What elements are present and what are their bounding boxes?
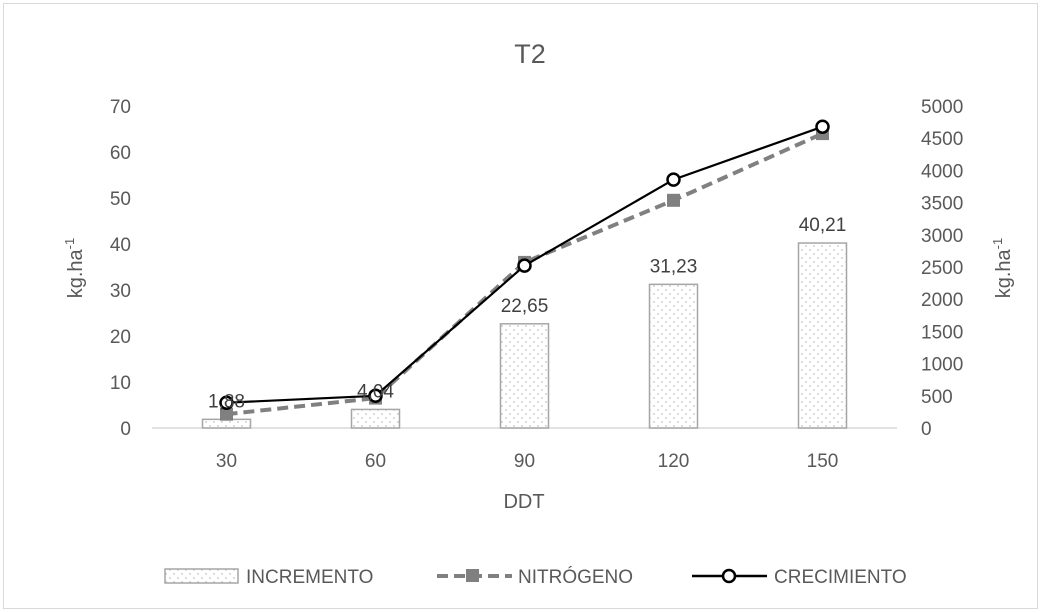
left-tick-label: 40: [110, 235, 131, 256]
legend-circle-marker: [721, 568, 737, 584]
bar-data-label: 22,65: [501, 296, 549, 317]
legend-label-nitrogeno: NITRÓGENO: [518, 566, 633, 588]
left-tick-label: 30: [110, 281, 131, 302]
left-axis-title: kg.ha-1: [62, 238, 87, 299]
bar-data-labels: 1,88 4,04 22,65 31,23 40,21: [208, 215, 846, 412]
marker-nitrogeno: [667, 193, 680, 207]
legend-item-incremento: INCREMENTO: [164, 567, 373, 588]
chart-frame: [3, 3, 1038, 609]
chart-title: T2: [514, 39, 546, 69]
right-tick-label: 500: [921, 387, 953, 408]
bar-series: [201, 242, 848, 429]
marker-nitrogeno: [220, 407, 233, 421]
right-tick-label: 0: [921, 419, 932, 440]
left-tick-label: 50: [110, 189, 131, 210]
x-tick-label: 150: [807, 451, 839, 472]
x-axis-ticks: 30 60 90 120 150: [216, 451, 838, 472]
right-tick-label: 4000: [921, 161, 963, 182]
marker-crecimiento: [219, 395, 234, 410]
line-nitrogeno: [226, 131, 824, 417]
bar-incremento: [499, 323, 550, 429]
left-tick-label: 0: [120, 419, 131, 440]
right-tick-label: 4500: [921, 129, 963, 150]
left-axis-title-superscript: -1: [62, 238, 77, 250]
bar-incremento: [350, 408, 401, 429]
line-series: [219, 119, 830, 421]
left-tick-label: 70: [110, 97, 131, 118]
legend-label-incremento: INCREMENTO: [246, 567, 373, 588]
legend-bar-swatch: [164, 568, 239, 584]
bar-data-label: 1,88: [208, 391, 245, 412]
x-tick-label: 30: [216, 451, 237, 472]
right-axis-ticks: 0 500 1000 1500 2000 2500 3000 3500 4000 4500 5000: [921, 97, 963, 440]
right-tick-label: 3000: [921, 226, 963, 247]
left-axis-ticks: 0 10 20 30 40 50 60 70: [110, 97, 131, 440]
bar-data-label: 40,21: [799, 215, 847, 236]
legend-label-crecimiento: CRECIMIENTO: [774, 567, 907, 588]
x-tick-label: 120: [658, 451, 690, 472]
legend-item-crecimiento: CRECIMIENTO: [692, 567, 907, 588]
legend: INCREMENTO NITRÓGENO CRECIMIENTO: [164, 566, 907, 588]
right-tick-label: 2500: [921, 258, 963, 279]
right-axis-title-text: kg.ha: [993, 248, 1015, 298]
left-tick-label: 10: [110, 373, 131, 394]
right-axis-title-superscript: -1: [990, 238, 1005, 250]
marker-crecimiento: [368, 388, 383, 404]
right-tick-label: 5000: [921, 97, 963, 118]
marker-crecimiento: [666, 172, 681, 187]
right-tick-label: 1500: [921, 322, 963, 343]
right-tick-label: 2000: [921, 290, 963, 311]
marker-crecimiento: [815, 119, 830, 134]
x-tick-label: 60: [365, 451, 386, 472]
left-tick-label: 60: [110, 143, 131, 164]
left-tick-label: 20: [110, 327, 131, 348]
left-axis-title-text: kg.ha: [65, 248, 87, 298]
right-tick-label: 3500: [921, 194, 963, 215]
bar-data-label: 31,23: [650, 256, 698, 277]
bar-incremento: [797, 242, 848, 429]
marker-crecimiento: [517, 258, 532, 273]
bar-data-label: 4,04: [357, 381, 394, 402]
right-tick-label: 1000: [921, 355, 963, 376]
right-axis-title: kg.ha-1: [990, 238, 1015, 299]
legend-item-nitrogeno: NITRÓGENO: [437, 566, 633, 588]
bar-incremento: [648, 283, 699, 429]
legend-square-marker: [466, 569, 479, 582]
x-tick-label: 90: [514, 451, 535, 472]
x-axis-title: DDT: [503, 491, 544, 513]
